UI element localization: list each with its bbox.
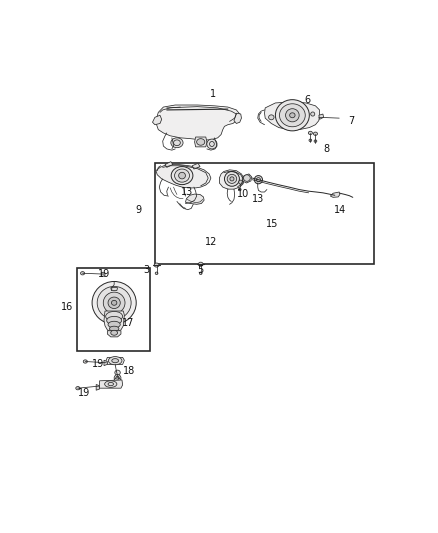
Text: 19: 19: [92, 359, 104, 369]
Text: 13: 13: [251, 194, 264, 204]
Polygon shape: [107, 330, 121, 337]
Ellipse shape: [268, 115, 274, 120]
Polygon shape: [319, 114, 324, 119]
Text: 1: 1: [209, 88, 215, 99]
Ellipse shape: [314, 140, 317, 142]
Ellipse shape: [171, 166, 193, 184]
Text: 8: 8: [323, 144, 329, 154]
Ellipse shape: [105, 381, 117, 387]
Ellipse shape: [309, 139, 312, 142]
Text: 19: 19: [98, 269, 110, 279]
Ellipse shape: [171, 138, 183, 148]
Ellipse shape: [239, 180, 243, 184]
Ellipse shape: [175, 169, 190, 182]
Polygon shape: [96, 384, 99, 390]
Text: 17: 17: [121, 318, 134, 328]
Text: 18: 18: [124, 366, 135, 376]
Text: 6: 6: [304, 95, 311, 105]
Ellipse shape: [76, 386, 80, 390]
Ellipse shape: [254, 175, 262, 184]
Polygon shape: [152, 115, 162, 125]
Polygon shape: [242, 174, 251, 183]
Ellipse shape: [197, 139, 205, 145]
Ellipse shape: [155, 272, 158, 274]
Ellipse shape: [276, 100, 309, 131]
Polygon shape: [265, 102, 320, 130]
Ellipse shape: [311, 112, 315, 116]
Polygon shape: [156, 105, 240, 140]
Ellipse shape: [207, 139, 217, 149]
Polygon shape: [165, 161, 173, 167]
Ellipse shape: [107, 317, 122, 325]
Polygon shape: [156, 165, 211, 188]
Polygon shape: [102, 272, 105, 277]
Polygon shape: [104, 360, 107, 366]
Ellipse shape: [111, 330, 117, 335]
Ellipse shape: [114, 375, 121, 381]
Ellipse shape: [238, 188, 241, 191]
Ellipse shape: [108, 357, 122, 365]
Ellipse shape: [116, 380, 120, 384]
Ellipse shape: [198, 262, 203, 266]
Ellipse shape: [106, 311, 123, 321]
Text: 16: 16: [60, 302, 73, 312]
Ellipse shape: [199, 272, 202, 274]
Text: 12: 12: [205, 238, 217, 247]
Ellipse shape: [244, 175, 250, 181]
Ellipse shape: [230, 177, 234, 181]
Polygon shape: [192, 163, 200, 169]
Polygon shape: [106, 358, 124, 365]
Text: 3: 3: [143, 265, 149, 276]
Bar: [155, 163, 374, 264]
Ellipse shape: [111, 301, 117, 305]
Text: 14: 14: [334, 205, 346, 215]
Ellipse shape: [314, 132, 318, 135]
Ellipse shape: [227, 174, 237, 183]
Ellipse shape: [290, 113, 295, 118]
Ellipse shape: [113, 378, 122, 386]
Polygon shape: [104, 311, 124, 332]
Ellipse shape: [179, 172, 185, 179]
Text: 9: 9: [136, 206, 142, 215]
Text: 13: 13: [181, 187, 193, 197]
Polygon shape: [219, 170, 244, 189]
Text: 15: 15: [266, 219, 278, 229]
Ellipse shape: [308, 131, 312, 134]
Polygon shape: [185, 194, 204, 204]
Polygon shape: [234, 113, 241, 124]
Ellipse shape: [225, 172, 240, 186]
Ellipse shape: [83, 360, 87, 363]
Ellipse shape: [286, 109, 299, 122]
Ellipse shape: [108, 297, 120, 309]
Polygon shape: [111, 288, 117, 290]
Text: 5: 5: [198, 265, 204, 276]
Ellipse shape: [92, 281, 136, 324]
Polygon shape: [330, 192, 340, 197]
Ellipse shape: [103, 292, 125, 313]
Ellipse shape: [112, 359, 119, 363]
Polygon shape: [99, 380, 123, 388]
Ellipse shape: [81, 272, 85, 275]
Text: 19: 19: [78, 388, 90, 398]
Ellipse shape: [116, 376, 119, 379]
Text: 7: 7: [349, 116, 355, 126]
Ellipse shape: [108, 321, 120, 328]
Ellipse shape: [110, 326, 119, 331]
Bar: [77, 268, 150, 351]
Ellipse shape: [154, 263, 159, 267]
Text: 10: 10: [237, 189, 249, 199]
Ellipse shape: [97, 286, 131, 319]
Polygon shape: [194, 137, 207, 147]
Ellipse shape: [115, 370, 120, 375]
Ellipse shape: [279, 104, 305, 127]
